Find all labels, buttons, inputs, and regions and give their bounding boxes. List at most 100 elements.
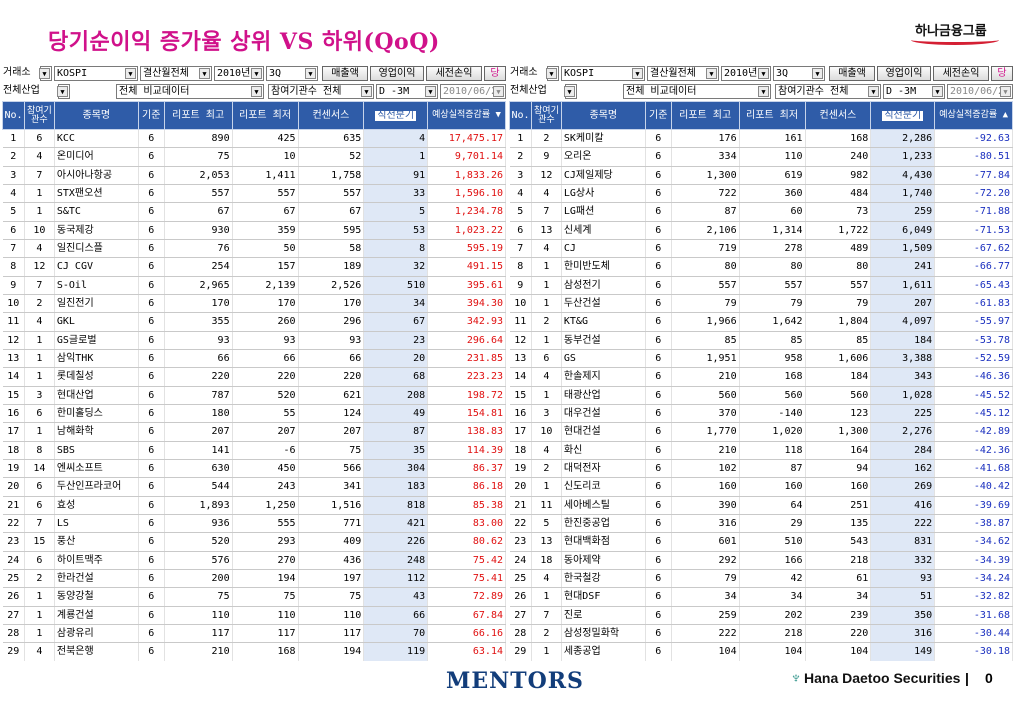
- table-row[interactable]: 26 1 현대DSF 6 34 34 34 51 -32.82: [509, 587, 1013, 607]
- table-row[interactable]: 24 6 하이트맥주 6 576 270 436 248 75.42: [2, 551, 506, 570]
- sales-button[interactable]: 매출액: [829, 66, 875, 81]
- table-row[interactable]: 16 3 대우건설 6 370 -140 123 225 -45.12: [509, 404, 1013, 424]
- table-row[interactable]: 25 4 한국철강 6 79 42 61 93 -34.24: [509, 569, 1013, 589]
- industry-dropdown-toggle[interactable]: ▼: [564, 84, 577, 99]
- table-row[interactable]: 10 2 일진전기 6 170 170 170 34 394.30: [2, 294, 506, 314]
- org-count-select[interactable]: 참여기관수 전체 ▼: [268, 84, 374, 99]
- table-row[interactable]: 6 10 동국제강 6 930 359 595 53 1,023.22: [2, 221, 506, 240]
- compare-data-select[interactable]: 전체 비교데이터 ▼: [623, 84, 771, 99]
- org-count-select[interactable]: 참여기관수 전체 ▼: [775, 84, 881, 99]
- table-row[interactable]: 11 4 GKL 6 355 260 296 67 342.93: [2, 312, 506, 332]
- col-header-orgs[interactable]: 참여기관수: [23, 101, 55, 130]
- col-header-orgs[interactable]: 참여기관수: [530, 101, 562, 130]
- col-header-name[interactable]: 종목명: [53, 101, 139, 130]
- table-row[interactable]: 27 1 계룡건설 6 110 110 110 66 67.84: [2, 606, 506, 625]
- table-row[interactable]: 17 10 현대건설 6 1,770 1,020 1,300 2,276 -42.89: [509, 422, 1013, 442]
- net-profit-button[interactable]: 당: [484, 66, 506, 81]
- table-row[interactable]: 4 1 STX팬오션 6 557 557 557 33 1,596.10: [2, 184, 506, 204]
- table-row[interactable]: 13 1 삼익THK 6 66 66 66 20 231.85: [2, 349, 506, 369]
- date-select[interactable]: 2010/06/29 ▼: [947, 84, 1013, 99]
- col-header-high[interactable]: 리포트 최고: [163, 101, 233, 130]
- col-header-basis[interactable]: 기준: [644, 101, 672, 130]
- net-profit-button[interactable]: 당: [991, 66, 1013, 81]
- table-row[interactable]: 17 1 남해화학 6 207 207 207 87 138.83: [2, 422, 506, 442]
- table-row[interactable]: 8 12 CJ CGV 6 254 157 189 32 491.15: [2, 257, 506, 277]
- table-row[interactable]: 22 7 LS 6 936 555 771 421 83.00: [2, 514, 506, 534]
- operating-profit-button[interactable]: 영업이익: [877, 66, 931, 81]
- table-row[interactable]: 18 4 화신 6 210 118 164 284 -42.36: [509, 441, 1013, 460]
- table-row[interactable]: 5 1 S&TC 6 67 67 67 5 1,234.78: [2, 202, 506, 222]
- exchange-dropdown-toggle[interactable]: ▼: [39, 66, 52, 81]
- table-row[interactable]: 3 7 아시아나항공 6 2,053 1,411 1,758 91 1,833.26: [2, 166, 506, 185]
- table-row[interactable]: 27 7 진로 6 259 202 239 350 -31.68: [509, 606, 1013, 625]
- sales-button[interactable]: 매출액: [322, 66, 368, 81]
- col-header-basis[interactable]: 기준: [137, 101, 165, 130]
- table-row[interactable]: 20 1 신도리코 6 160 160 160 269 -40.42: [509, 477, 1013, 497]
- operating-profit-button[interactable]: 영업이익: [370, 66, 424, 81]
- pretax-profit-button[interactable]: 세전손익: [933, 66, 989, 81]
- table-row[interactable]: 3 12 CJ제일제당 6 1,300 619 982 4,430 -77.84: [509, 166, 1013, 185]
- col-header-low[interactable]: 리포트 최저: [738, 101, 806, 130]
- table-row[interactable]: 21 6 효성 6 1,893 1,250 1,516 818 85.38: [2, 496, 506, 515]
- table-row[interactable]: 16 6 한미홀딩스 6 180 55 124 49 154.81: [2, 404, 506, 424]
- period-select[interactable]: D -3M ▼: [883, 84, 945, 99]
- table-row[interactable]: 9 7 S-Oil 6 2,965 2,139 2,526 510 395.61: [2, 276, 506, 295]
- table-row[interactable]: 29 1 세종공업 6 104 104 104 149 -30.18: [509, 642, 1013, 661]
- table-row[interactable]: 22 5 한진중공업 6 316 29 135 222 -38.87: [509, 514, 1013, 534]
- table-row[interactable]: 20 6 두산인프라코어 6 544 243 341 183 86.18: [2, 477, 506, 497]
- col-header-low[interactable]: 리포트 최저: [231, 101, 299, 130]
- table-row[interactable]: 24 18 동아제약 6 292 166 218 332 -34.39: [509, 551, 1013, 570]
- pretax-profit-button[interactable]: 세전손익: [426, 66, 482, 81]
- table-row[interactable]: 19 2 대덕전자 6 102 87 94 162 -41.68: [509, 459, 1013, 479]
- table-row[interactable]: 23 15 풍산 6 520 293 409 226 80.62: [2, 532, 506, 552]
- col-header-prev-quarter[interactable]: 직전분기: [363, 101, 429, 130]
- quarter-select[interactable]: 3Q ▼: [773, 66, 825, 81]
- table-row[interactable]: 29 4 전북은행 6 210 168 194 119 63.14: [2, 642, 506, 661]
- col-header-high[interactable]: 리포트 최고: [670, 101, 740, 130]
- settle-month-select[interactable]: 결산월전체 ▼: [647, 66, 719, 81]
- table-row[interactable]: 7 4 일진디스플 6 76 50 58 8 595.19: [2, 239, 506, 259]
- col-header-consensus[interactable]: 컨센서스: [297, 101, 365, 130]
- table-row[interactable]: 14 4 한솔제지 6 210 168 184 343 -46.36: [509, 367, 1013, 387]
- table-row[interactable]: 21 11 세아베스틸 6 390 64 251 416 -39.69: [509, 496, 1013, 515]
- table-row[interactable]: 10 1 두산건설 6 79 79 79 207 -61.83: [509, 294, 1013, 314]
- table-row[interactable]: 28 1 삼광유리 6 117 117 117 70 66.16: [2, 624, 506, 644]
- exchange-dropdown-toggle[interactable]: ▼: [546, 66, 559, 81]
- table-row[interactable]: 18 8 SBS 6 141 -6 75 35 114.39: [2, 441, 506, 460]
- table-row[interactable]: 15 3 현대산업 6 787 520 621 208 198.72: [2, 386, 506, 405]
- table-row[interactable]: 1 6 KCC 6 890 425 635 4 17,475.17: [2, 129, 506, 149]
- table-row[interactable]: 8 1 한미반도체 6 80 80 80 241 -66.77: [509, 257, 1013, 277]
- table-row[interactable]: 5 7 LG패션 6 87 60 73 259 -71.88: [509, 202, 1013, 222]
- table-row[interactable]: 1 2 SK케미칼 6 176 161 168 2,286 -92.63: [509, 129, 1013, 149]
- table-row[interactable]: 13 6 GS 6 1,951 958 1,606 3,388 -52.59: [509, 349, 1013, 369]
- exchange-select[interactable]: KOSPI ▼: [561, 66, 645, 81]
- col-header-no[interactable]: No.: [509, 101, 532, 130]
- table-row[interactable]: 28 2 삼성정밀화학 6 222 218 220 316 -30.44: [509, 624, 1013, 644]
- col-header-rate[interactable]: 예상실적증감률 ▼: [427, 101, 506, 130]
- table-row[interactable]: 11 2 KT&G 6 1,966 1,642 1,804 4,097 -55.97: [509, 312, 1013, 332]
- table-row[interactable]: 7 4 CJ 6 719 278 489 1,509 -67.62: [509, 239, 1013, 259]
- table-row[interactable]: 4 4 LG상사 6 722 360 484 1,740 -72.20: [509, 184, 1013, 204]
- table-row[interactable]: 14 1 롯데칠성 6 220 220 220 68 223.23: [2, 367, 506, 387]
- year-select[interactable]: 2010년 ▼: [214, 66, 264, 81]
- industry-dropdown-toggle[interactable]: ▼: [57, 84, 70, 99]
- settle-month-select[interactable]: 결산월전체 ▼: [140, 66, 212, 81]
- exchange-select[interactable]: KOSPI ▼: [54, 66, 138, 81]
- col-header-rate[interactable]: 예상실적증감률 ▲: [934, 101, 1013, 130]
- period-select[interactable]: D -3M ▼: [376, 84, 438, 99]
- compare-data-select[interactable]: 전체 비교데이터 ▼: [116, 84, 264, 99]
- table-row[interactable]: 23 13 현대백화점 6 601 510 543 831 -34.62: [509, 532, 1013, 552]
- table-row[interactable]: 25 2 한라건설 6 200 194 197 112 75.41: [2, 569, 506, 589]
- col-header-no[interactable]: No.: [2, 101, 25, 130]
- year-select[interactable]: 2010년 ▼: [721, 66, 771, 81]
- table-row[interactable]: 26 1 동양강철 6 75 75 75 43 72.89: [2, 587, 506, 607]
- table-row[interactable]: 2 9 오리온 6 334 110 240 1,233 -80.51: [509, 147, 1013, 167]
- col-header-name[interactable]: 종목명: [560, 101, 646, 130]
- table-row[interactable]: 6 13 신세계 6 2,106 1,314 1,722 6,049 -71.53: [509, 221, 1013, 240]
- quarter-select[interactable]: 3Q ▼: [266, 66, 318, 81]
- table-row[interactable]: 12 1 GS글로벌 6 93 93 93 23 296.64: [2, 331, 506, 350]
- col-header-prev-quarter[interactable]: 직전분기: [870, 101, 936, 130]
- table-row[interactable]: 12 1 동부건설 6 85 85 85 184 -53.78: [509, 331, 1013, 350]
- table-row[interactable]: 15 1 태광산업 6 560 560 560 1,028 -45.52: [509, 386, 1013, 405]
- date-select[interactable]: 2010/06/29 ▼: [440, 84, 506, 99]
